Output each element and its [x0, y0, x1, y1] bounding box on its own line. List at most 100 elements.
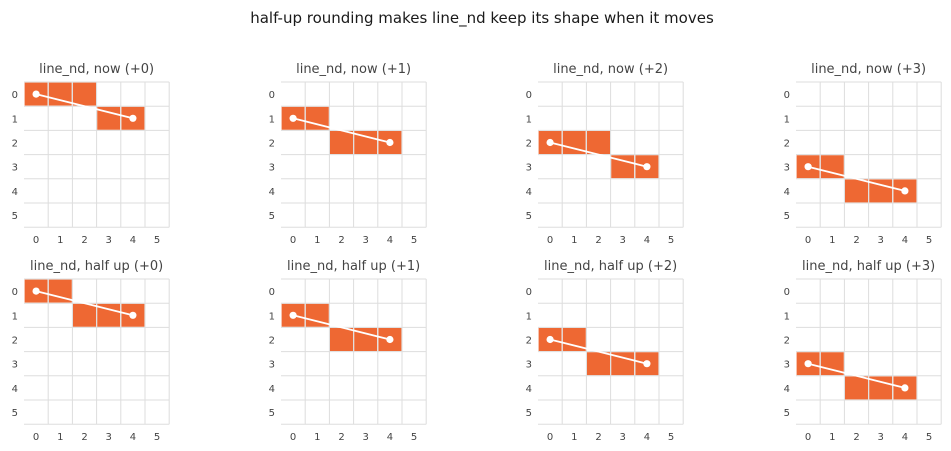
x-tick-label: 3	[620, 235, 626, 246]
panel-4: line_nd, half up (+0) 0 1 2 3 4 5 0 1 2 3 4 5	[12, 259, 170, 443]
x-tick-label: 3	[878, 432, 884, 443]
panel-0: line_nd, now (+0) 0 1 2 3 4 5 0 1 2 3 4 5	[12, 62, 170, 246]
x-tick-label: 4	[387, 432, 393, 443]
x-tick-label: 2	[595, 432, 601, 443]
y-tick-label: 2	[526, 336, 532, 347]
line-segment	[549, 141, 648, 168]
y-tick-label: 5	[269, 408, 275, 419]
line-segment	[292, 314, 391, 341]
line-segment	[807, 165, 906, 192]
y-tick-label: 0	[269, 287, 275, 298]
x-tick-label: 5	[154, 432, 160, 443]
y-tick-label: 0	[12, 90, 18, 101]
x-tick-label: 0	[547, 432, 553, 443]
x-tick-label: 5	[411, 432, 417, 443]
end-point	[129, 311, 137, 319]
x-tick-label: 4	[902, 432, 908, 443]
y-tick-label: 4	[269, 187, 275, 198]
x-tick-label: 0	[290, 235, 296, 246]
y-tick-label: 4	[526, 384, 532, 395]
x-tick-label: 4	[387, 235, 393, 246]
x-tick-label: 4	[644, 432, 650, 443]
line-segment	[35, 93, 134, 120]
panel-title: line_nd, half up (+3)	[802, 259, 935, 274]
x-tick-label: 1	[57, 432, 63, 443]
x-tick-label: 5	[668, 432, 674, 443]
x-tick-label: 1	[571, 432, 577, 443]
y-tick-label: 2	[269, 336, 275, 347]
y-tick-label: 1	[12, 311, 18, 322]
x-tick-label: 0	[33, 432, 39, 443]
end-point	[386, 138, 394, 147]
x-tick-label: 3	[620, 432, 626, 443]
end-point	[643, 360, 651, 368]
x-tick-label: 0	[805, 235, 811, 246]
x-tick-label: 2	[81, 235, 87, 246]
filled-cell	[328, 326, 355, 353]
y-tick-label: 1	[784, 114, 790, 125]
start-point	[804, 163, 812, 171]
y-tick-label: 1	[784, 311, 790, 322]
y-tick-label: 3	[784, 163, 790, 174]
y-tick-label: 5	[526, 211, 532, 222]
y-tick-label: 4	[269, 384, 275, 395]
filled-cell	[585, 351, 612, 377]
y-tick-label: 4	[12, 384, 18, 395]
end-point	[901, 187, 909, 195]
x-tick-label: 1	[314, 235, 320, 246]
end-point	[386, 335, 394, 344]
y-tick-label: 4	[784, 384, 790, 395]
y-tick-label: 5	[784, 211, 790, 222]
y-tick-label: 3	[526, 360, 532, 371]
panel-6: line_nd, half up (+2) 0 1 2 3 4 5 0 1 2 3 4 5	[526, 259, 684, 443]
start-point	[289, 114, 297, 122]
start-point	[32, 90, 40, 98]
x-tick-label: 0	[547, 235, 553, 246]
x-tick-label: 5	[926, 432, 932, 443]
y-tick-label: 3	[269, 163, 275, 174]
figure-title: half-up rounding makes line_nd keep its …	[250, 9, 714, 28]
x-tick-label: 2	[81, 432, 87, 443]
y-tick-label: 2	[269, 139, 275, 150]
x-tick-label: 0	[805, 432, 811, 443]
y-tick-label: 5	[12, 408, 18, 419]
y-tick-label: 4	[12, 187, 18, 198]
y-tick-label: 2	[784, 139, 790, 150]
x-tick-label: 0	[290, 432, 296, 443]
y-tick-label: 0	[269, 90, 275, 101]
x-tick-label: 3	[106, 432, 112, 443]
line-segment	[807, 362, 906, 389]
filled-cell	[843, 375, 870, 401]
x-tick-label: 3	[878, 235, 884, 246]
y-tick-label: 2	[12, 336, 18, 347]
x-tick-label: 4	[130, 235, 136, 246]
y-tick-label: 2	[12, 139, 18, 150]
y-tick-label: 0	[784, 287, 790, 298]
x-tick-label: 2	[853, 235, 859, 246]
y-tick-label: 3	[784, 360, 790, 371]
filled-cell	[328, 129, 355, 156]
x-tick-label: 2	[338, 235, 344, 246]
x-tick-label: 5	[926, 235, 932, 246]
y-tick-label: 1	[12, 114, 18, 125]
x-tick-label: 3	[106, 235, 112, 246]
panel-3: line_nd, now (+3) 0 1 2 3 4 5 0 1 2 3 4 5	[784, 62, 942, 246]
x-tick-label: 4	[130, 432, 136, 443]
x-tick-label: 1	[314, 432, 320, 443]
panel-title: line_nd, half up (+1)	[287, 259, 420, 274]
y-tick-label: 3	[12, 163, 18, 174]
panel-title: line_nd, half up (+0)	[30, 259, 163, 274]
x-tick-label: 1	[57, 235, 63, 246]
y-tick-label: 4	[526, 187, 532, 198]
filled-cell	[585, 129, 612, 156]
x-tick-label: 2	[595, 235, 601, 246]
x-tick-label: 0	[33, 235, 39, 246]
x-tick-label: 3	[363, 235, 369, 246]
y-tick-label: 3	[269, 360, 275, 371]
line-segment	[549, 338, 648, 365]
x-tick-label: 5	[154, 235, 160, 246]
panel-7: line_nd, half up (+3) 0 1 2 3 4 5 0 1 2 3 4 5	[784, 259, 942, 443]
y-tick-label: 0	[526, 90, 532, 101]
x-tick-label: 2	[853, 432, 859, 443]
